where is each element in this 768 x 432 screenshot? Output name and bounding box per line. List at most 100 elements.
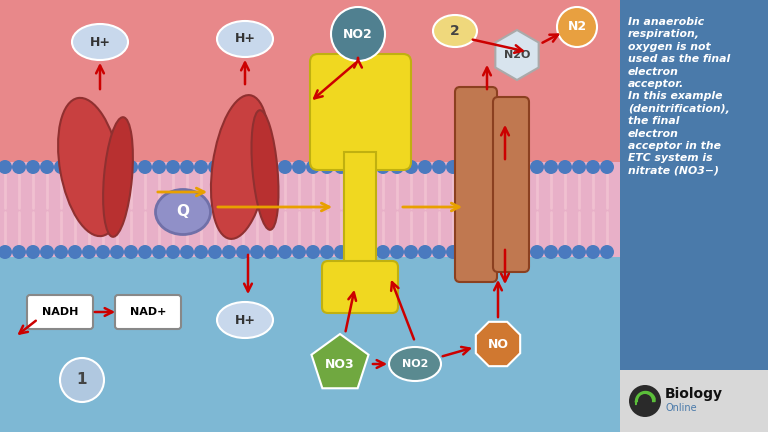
Circle shape (362, 160, 376, 174)
Circle shape (306, 245, 320, 259)
Polygon shape (312, 334, 369, 388)
Circle shape (292, 245, 306, 259)
Circle shape (348, 160, 362, 174)
Text: N2O: N2O (504, 50, 530, 60)
Circle shape (236, 245, 250, 259)
Circle shape (432, 245, 446, 259)
Ellipse shape (217, 302, 273, 338)
FancyBboxPatch shape (322, 261, 398, 313)
Circle shape (250, 245, 264, 259)
Polygon shape (495, 30, 538, 80)
Circle shape (68, 245, 82, 259)
Text: 1: 1 (77, 372, 88, 388)
Circle shape (236, 160, 250, 174)
Circle shape (0, 160, 12, 174)
Circle shape (222, 160, 236, 174)
Circle shape (166, 160, 180, 174)
Circle shape (320, 245, 334, 259)
Circle shape (558, 245, 572, 259)
Circle shape (390, 245, 404, 259)
Circle shape (96, 160, 110, 174)
Bar (344, 152, 376, 282)
Circle shape (488, 245, 502, 259)
Circle shape (194, 245, 208, 259)
Ellipse shape (217, 21, 273, 57)
Circle shape (138, 245, 152, 259)
Text: In anaerobic
respiration,
oxygen is not
used as the final
electron
acceptor.
In : In anaerobic respiration, oxygen is not … (628, 17, 730, 176)
Circle shape (376, 245, 390, 259)
Circle shape (264, 160, 278, 174)
Text: 2: 2 (450, 24, 460, 38)
Text: NO2: NO2 (343, 28, 373, 41)
Bar (0, 0, 620, 162)
Circle shape (110, 245, 124, 259)
Ellipse shape (389, 347, 441, 381)
FancyBboxPatch shape (493, 97, 529, 272)
Circle shape (418, 245, 432, 259)
Circle shape (0, 245, 12, 259)
Circle shape (600, 245, 614, 259)
Circle shape (348, 245, 362, 259)
Text: NAD+: NAD+ (130, 307, 166, 317)
Text: NADH: NADH (41, 307, 78, 317)
Circle shape (180, 245, 194, 259)
Text: NO2: NO2 (402, 359, 429, 369)
Circle shape (124, 245, 138, 259)
Text: Biology: Biology (665, 387, 723, 401)
Circle shape (446, 245, 460, 259)
Circle shape (572, 245, 586, 259)
Circle shape (530, 160, 544, 174)
Circle shape (460, 245, 474, 259)
Circle shape (446, 160, 460, 174)
Circle shape (544, 245, 558, 259)
Text: N2: N2 (568, 20, 587, 34)
Circle shape (208, 160, 222, 174)
Circle shape (376, 160, 390, 174)
Circle shape (586, 160, 600, 174)
Circle shape (600, 160, 614, 174)
Text: NO: NO (488, 337, 508, 350)
Text: NO3: NO3 (325, 358, 355, 371)
Circle shape (404, 160, 418, 174)
Circle shape (68, 160, 82, 174)
Circle shape (278, 160, 292, 174)
Circle shape (40, 160, 54, 174)
Circle shape (558, 160, 572, 174)
Circle shape (60, 358, 104, 402)
Bar (0, 162, 620, 432)
Circle shape (362, 245, 376, 259)
Circle shape (306, 160, 320, 174)
Circle shape (334, 160, 348, 174)
Circle shape (208, 245, 222, 259)
Circle shape (152, 160, 166, 174)
Circle shape (110, 160, 124, 174)
Circle shape (152, 245, 166, 259)
Circle shape (54, 245, 68, 259)
Text: H+: H+ (234, 314, 256, 327)
Circle shape (638, 394, 652, 408)
Circle shape (530, 245, 544, 259)
Text: Online: Online (665, 403, 697, 413)
Circle shape (250, 160, 264, 174)
Circle shape (194, 160, 208, 174)
Circle shape (334, 245, 348, 259)
Circle shape (418, 160, 432, 174)
Circle shape (502, 160, 516, 174)
Circle shape (502, 245, 516, 259)
Ellipse shape (211, 95, 269, 239)
Circle shape (54, 160, 68, 174)
Ellipse shape (58, 98, 122, 236)
Circle shape (474, 245, 488, 259)
Circle shape (166, 245, 180, 259)
Ellipse shape (103, 117, 133, 237)
Circle shape (557, 7, 597, 47)
Circle shape (26, 160, 40, 174)
Circle shape (432, 160, 446, 174)
Ellipse shape (155, 190, 210, 235)
Circle shape (82, 160, 96, 174)
Circle shape (516, 245, 530, 259)
Text: Q: Q (177, 204, 190, 219)
Ellipse shape (251, 110, 279, 230)
Circle shape (474, 160, 488, 174)
Ellipse shape (433, 15, 477, 47)
